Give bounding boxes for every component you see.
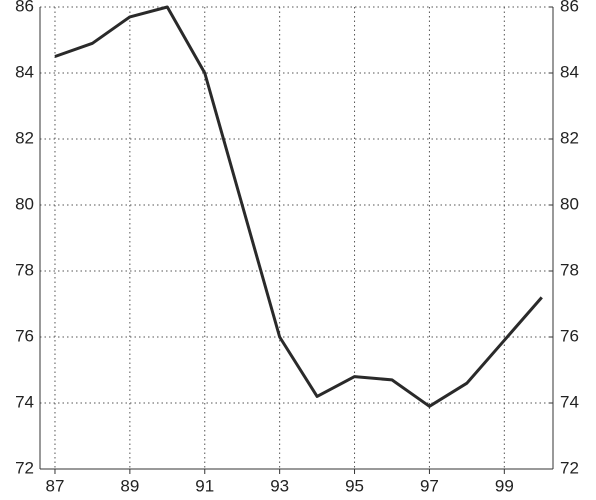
x-tick-label: 93: [270, 476, 289, 495]
y2-tick-label: 78: [560, 260, 579, 279]
y-tick-label: 82: [15, 128, 34, 147]
y2-tick-label: 72: [560, 458, 579, 477]
x-tick-label: 91: [195, 476, 214, 495]
y-tick-label: 74: [15, 392, 34, 411]
y-tick-label: 72: [15, 458, 34, 477]
y2-tick-label: 74: [560, 392, 579, 411]
y-tick-label: 76: [15, 326, 34, 345]
x-tick-label: 87: [46, 476, 65, 495]
y-tick-label: 80: [15, 194, 34, 213]
y-tick-label: 78: [15, 260, 34, 279]
y-tick-label: 84: [15, 62, 34, 81]
y2-tick-label: 76: [560, 326, 579, 345]
y2-tick-label: 82: [560, 128, 579, 147]
y2-tick-label: 80: [560, 194, 579, 213]
x-tick-label: 99: [495, 476, 514, 495]
x-tick-label: 95: [345, 476, 364, 495]
line: [54, 5, 543, 408]
x-tick-label: 89: [120, 476, 139, 495]
y2-tick-label: 86: [560, 0, 579, 15]
x-tick-label: 97: [420, 476, 439, 495]
y-tick-label: 86: [15, 0, 34, 15]
y2-tick-label: 84: [560, 62, 579, 81]
